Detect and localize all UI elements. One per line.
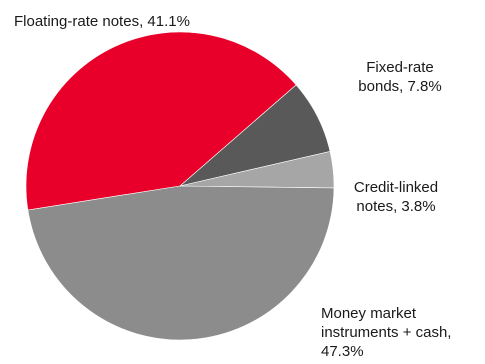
slice-label-fixed-rate: Fixed-rate bonds, 7.8% (358, 59, 441, 95)
pie-slices (25, 31, 335, 341)
slice-label-credit-linked: Credit-linked notes, 3.8% (354, 179, 438, 215)
pie-slice-floating-rate-notes-41-1 (25, 31, 297, 211)
slice-label-line: bonds, 7.8% (358, 78, 441, 95)
slice-label-line: instruments + cash, (321, 324, 451, 341)
slice-label-line: Money market (321, 305, 417, 322)
slice-label-line: 47.3% (321, 343, 364, 360)
slice-label-line: Fixed-rate (366, 59, 434, 76)
slice-label-line: Floating-rate notes, 41.1% (14, 13, 190, 30)
slice-label-line: Credit-linked (354, 179, 438, 196)
slice-label-money-market: Money market instruments + cash, 47.3% (321, 305, 451, 360)
pie-slice-money-market (27, 185, 335, 341)
slice-label-line: notes, 3.8% (356, 198, 435, 215)
slice-labels: Floating-rate notes, 41.1% Fixed-rate bond… (14, 13, 451, 360)
slice-label-floating-rate-notes-41-1: Floating-rate notes, 41.1% (14, 13, 190, 30)
